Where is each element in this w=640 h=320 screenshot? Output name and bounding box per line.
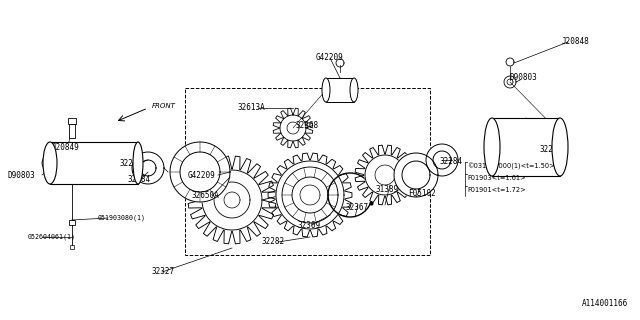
Text: F01901<t=1.72>: F01901<t=1.72> <box>467 187 525 193</box>
Polygon shape <box>276 161 344 229</box>
Bar <box>69 220 75 225</box>
Ellipse shape <box>43 142 57 184</box>
Bar <box>69 124 75 138</box>
Ellipse shape <box>350 78 358 102</box>
Text: 32613A: 32613A <box>238 103 266 113</box>
Text: G42209: G42209 <box>316 53 344 62</box>
Text: 32327: 32327 <box>152 268 175 276</box>
Text: G42209: G42209 <box>188 171 216 180</box>
Ellipse shape <box>484 118 500 176</box>
Text: 32650A: 32650A <box>192 191 220 201</box>
Bar <box>326 78 354 102</box>
Text: 32245: 32245 <box>120 158 143 167</box>
Text: 32369: 32369 <box>298 220 321 229</box>
Text: D90803: D90803 <box>510 74 538 83</box>
Text: 32284: 32284 <box>440 157 463 166</box>
Ellipse shape <box>322 78 330 102</box>
Text: J20849: J20849 <box>52 143 80 153</box>
Text: FRONT: FRONT <box>152 103 176 109</box>
Polygon shape <box>426 144 458 176</box>
Text: 32368: 32368 <box>295 121 318 130</box>
Text: 31389: 31389 <box>375 186 398 195</box>
Ellipse shape <box>552 118 568 176</box>
Bar <box>50 142 138 184</box>
Text: 052604061(1): 052604061(1) <box>28 234 76 240</box>
Text: D90803: D90803 <box>8 171 36 180</box>
Text: F05102: F05102 <box>408 188 436 197</box>
Text: 051903080(1): 051903080(1) <box>98 215 146 221</box>
Bar <box>70 245 74 249</box>
Polygon shape <box>282 167 338 223</box>
Polygon shape <box>394 153 438 197</box>
Bar <box>185 88 430 255</box>
Text: 32367: 32367 <box>345 204 368 212</box>
Text: 32282: 32282 <box>262 237 285 246</box>
Text: F01903<t=1.61>: F01903<t=1.61> <box>467 175 525 181</box>
Text: ©031319000(1)<t=1.50>: ©031319000(1)<t=1.50> <box>467 163 555 170</box>
Polygon shape <box>132 152 164 184</box>
Text: 32234: 32234 <box>540 146 563 155</box>
Text: 32284: 32284 <box>128 175 151 185</box>
Text: A114001166: A114001166 <box>582 299 628 308</box>
Ellipse shape <box>133 142 143 184</box>
Bar <box>68 118 76 124</box>
Polygon shape <box>170 142 230 202</box>
Bar <box>492 118 560 176</box>
Polygon shape <box>365 155 405 195</box>
Text: J20848: J20848 <box>562 37 589 46</box>
Polygon shape <box>202 170 262 230</box>
